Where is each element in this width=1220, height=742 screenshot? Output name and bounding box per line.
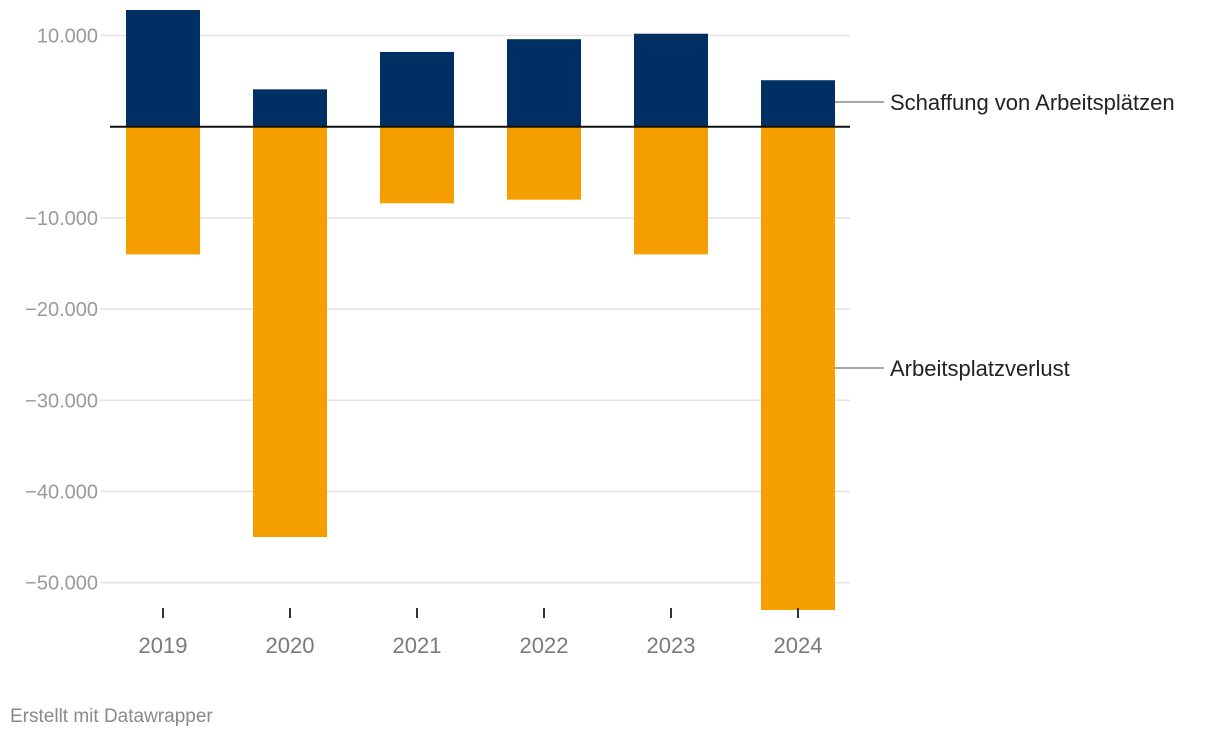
- bar-positive: [126, 10, 200, 127]
- series-label-positive: Schaffung von Arbeitsplätzen: [890, 90, 1175, 115]
- bar-negative: [507, 126, 581, 200]
- y-tick-label: −20.000: [25, 299, 98, 321]
- y-tick-label: −40.000: [25, 481, 98, 503]
- y-tick-label: −50.000: [25, 573, 98, 595]
- bar-negative: [380, 126, 454, 204]
- grid-lines: [100, 34, 850, 584]
- x-tick-label: 2020: [266, 633, 315, 658]
- x-tick-label: 2024: [774, 633, 823, 658]
- bar-positive: [634, 33, 708, 127]
- bar-negative: [761, 126, 835, 611]
- x-tick-label: 2021: [393, 633, 442, 658]
- series-labels: Schaffung von Arbeitsplätzen Arbeitsplatz…: [835, 90, 1175, 381]
- y-axis: 10.000 −10.000 −20.000 −30.000 −40.000 −50.00…: [25, 26, 98, 595]
- y-tick-label: 10.000: [37, 26, 98, 48]
- bar-positive: [761, 80, 835, 127]
- bar-positive: [380, 51, 454, 127]
- y-tick-label: −30.000: [25, 390, 98, 412]
- x-tick-label: 2023: [647, 633, 696, 658]
- x-tick-label: 2019: [139, 633, 188, 658]
- x-axis: 2019 2020 2021 2022 2023 2024: [139, 608, 823, 658]
- x-tick-label: 2022: [520, 633, 569, 658]
- bar-negative: [126, 126, 200, 255]
- bar-positive: [507, 39, 581, 127]
- bar-negative: [634, 126, 708, 255]
- footer-credit: Erstellt mit Datawrapper: [10, 706, 213, 727]
- bar-chart: 10.000 −10.000 −20.000 −30.000 −40.000 −50.00…: [25, 10, 1175, 658]
- bar-negative: [253, 126, 327, 538]
- bar-positive: [253, 89, 327, 127]
- y-tick-label: −10.000: [25, 208, 98, 230]
- bars: [126, 10, 835, 611]
- series-label-negative: Arbeitsplatzverlust: [890, 356, 1070, 381]
